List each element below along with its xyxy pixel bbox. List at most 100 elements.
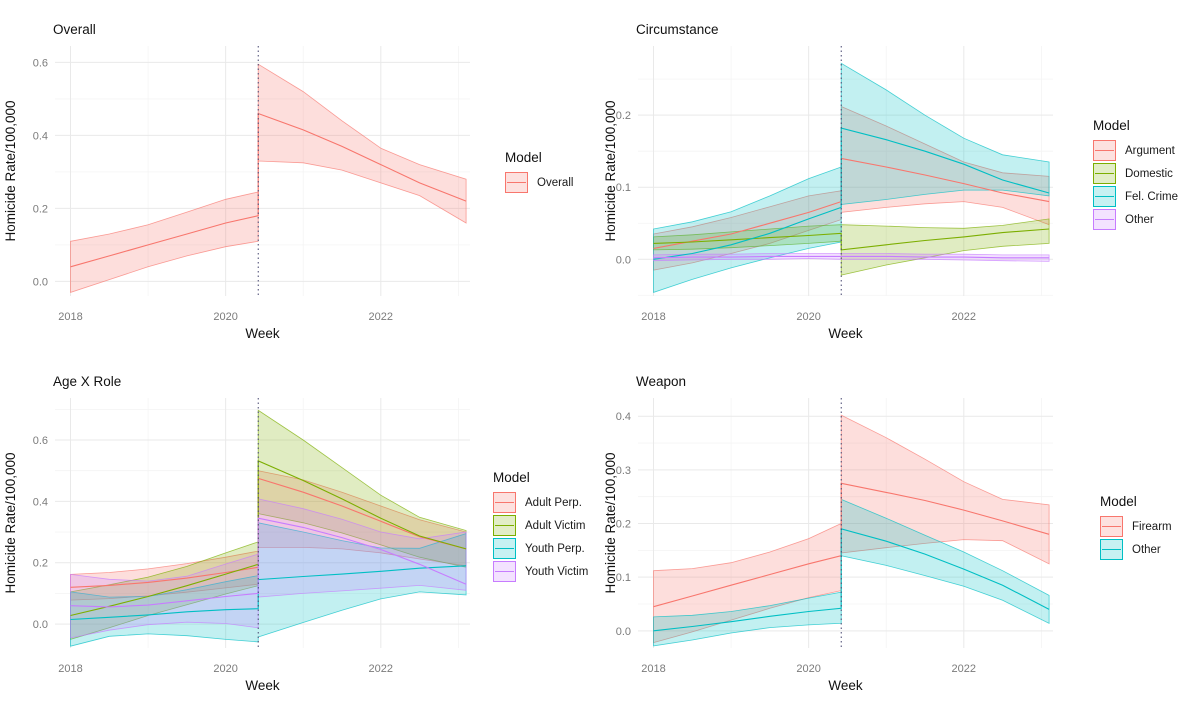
legend-key-icon [1093, 163, 1116, 184]
legend-overall: Model Overall [505, 150, 573, 195]
mean-line-domestic [653, 228, 1050, 251]
y-tick-label: 0.4 [616, 411, 631, 423]
legend-key-icon [1093, 186, 1116, 207]
ribbon-domestic [653, 218, 1050, 276]
ribbon-fel-crime [653, 62, 1050, 293]
y-tick-label: 0.4 [33, 130, 48, 142]
x-tick-label: 2022 [952, 311, 976, 323]
mean-line-other [653, 255, 1050, 259]
chart-weapon: 2018 2020 2022 0.0 0.1 0.2 0.3 0.4 Weapon Week Hom… [603, 374, 1053, 693]
ribbon-firearm [653, 414, 1050, 644]
legend-label: Other [1125, 213, 1154, 226]
legend-age-x-role: Model Adult Perp. Adult Victim Youth Perp. Y… [493, 470, 588, 584]
legend-weapon: Model Firearm Other [1100, 494, 1172, 562]
legend-key-icon [493, 492, 516, 513]
legend-item: Youth Perp. [493, 538, 588, 559]
y-tick-label: 0.0 [33, 276, 48, 288]
panel-title-overall: Overall [53, 22, 96, 37]
legend-item: Adult Victim [493, 515, 588, 536]
panel-weapon: 2018 2020 2022 0.0 0.1 0.2 0.3 0.4 Weapon Week Hom… [600, 351, 1200, 702]
y-tick-label: 0.2 [33, 203, 48, 215]
x-tick-label: 2022 [369, 311, 393, 323]
legend-key-icon [1093, 209, 1116, 230]
legend-item: Youth Victim [493, 561, 588, 582]
legend-label: Domestic [1125, 167, 1173, 180]
legend-item: Adult Perp. [493, 492, 588, 513]
legend-label: Firearm [1132, 520, 1172, 533]
legend-item: Other [1093, 209, 1178, 230]
chart-overall: 2018 2020 2022 0.0 0.2 0.4 0.6 Overall Week Homic… [3, 22, 470, 341]
x-axis-title: Week [245, 326, 280, 341]
chart-age-x-role: 2018 2020 2022 0.0 0.2 0.4 0.6 Age X Role Week Ho… [3, 374, 470, 693]
y-axis-title: Homicide Rate/100,000 [3, 100, 18, 241]
y-axis-title: Homicide Rate/100,000 [603, 452, 618, 593]
y-axis-title: Homicide Rate/100,000 [3, 452, 18, 593]
panel-title-circumstance: Circumstance [636, 22, 719, 37]
y-tick-label: 0.1 [616, 572, 631, 584]
y-tick-label: 0.2 [616, 110, 631, 122]
ribbon-youth-perp- [70, 522, 467, 647]
legend-key-icon [493, 538, 516, 559]
legend-key-line [495, 524, 514, 526]
legend-key-line [495, 547, 514, 549]
legend-label: Argument [1125, 144, 1175, 157]
legend-key-line [1095, 195, 1114, 197]
legend-key-icon [1093, 140, 1116, 161]
legend-key-line [495, 501, 514, 503]
x-tick-label: 2022 [369, 663, 393, 675]
y-tick-label: 0.2 [616, 519, 631, 531]
legend-key-line [1095, 149, 1114, 151]
legend-item: Overall [505, 172, 573, 193]
legend-key-line [1102, 525, 1121, 527]
y-tick-label: 0.1 [616, 182, 631, 194]
y-tick-label: 0.0 [616, 626, 631, 638]
legend-key-icon [493, 561, 516, 582]
legend-label: Fel. Crime [1125, 190, 1179, 203]
x-tick-label: 2020 [796, 311, 820, 323]
legend-label: Youth Victim [525, 565, 589, 578]
legend-key-line [1095, 172, 1114, 174]
legend-item: Argument [1093, 140, 1178, 161]
x-tick-label: 2018 [641, 311, 665, 323]
mean-line-youth-perp- [70, 565, 467, 621]
legend-item: Domestic [1093, 163, 1178, 184]
x-tick-label: 2018 [58, 311, 82, 323]
legend-title: Model [493, 470, 530, 485]
panel-circumstance: 2018 2020 2022 0.0 0.1 0.2 Circumstance Week Hom… [600, 0, 1200, 351]
ribbon-other [653, 253, 1050, 262]
y-tick-label: 0.0 [33, 619, 48, 631]
legend-label: Other [1132, 543, 1161, 556]
y-axis-title: Homicide Rate/100,000 [603, 100, 618, 241]
x-axis-title: Week [245, 678, 280, 693]
legend-label: Overall [537, 176, 574, 189]
legend-label: Youth Perp. [525, 542, 585, 555]
legend-key-icon [1100, 516, 1123, 537]
legend-item: Other [1100, 539, 1172, 560]
y-tick-label: 0.6 [33, 57, 48, 69]
legend-key-line [495, 570, 514, 572]
y-tick-label: 0.4 [33, 496, 48, 508]
legend-key-icon [505, 172, 528, 193]
y-tick-label: 0.0 [616, 254, 631, 266]
legend-key-line [507, 181, 526, 183]
legend-label: Adult Victim [525, 519, 586, 532]
ribbon-other [653, 498, 1050, 647]
legend-item: Fel. Crime [1093, 186, 1178, 207]
x-tick-label: 2022 [952, 663, 976, 675]
mean-line-other [653, 528, 1050, 632]
legend-title: Model [505, 150, 542, 165]
legend-circumstance: Model Argument Domestic Fel. Crime Other [1093, 118, 1178, 232]
mean-line-adult-victim [70, 460, 467, 617]
x-tick-label: 2018 [641, 663, 665, 675]
y-tick-label: 0.2 [33, 558, 48, 570]
x-tick-label: 2018 [58, 663, 82, 675]
gridlines [55, 46, 470, 296]
panel-age-x-role: 2018 2020 2022 0.0 0.2 0.4 0.6 Age X Role Week Ho… [0, 351, 600, 702]
legend-item: Firearm [1100, 516, 1172, 537]
ribbon-overall [70, 63, 467, 293]
x-axis-title: Week [828, 326, 863, 341]
y-tick-label: 0.3 [616, 465, 631, 477]
x-tick-label: 2020 [796, 663, 820, 675]
y-tick-label: 0.6 [33, 435, 48, 447]
